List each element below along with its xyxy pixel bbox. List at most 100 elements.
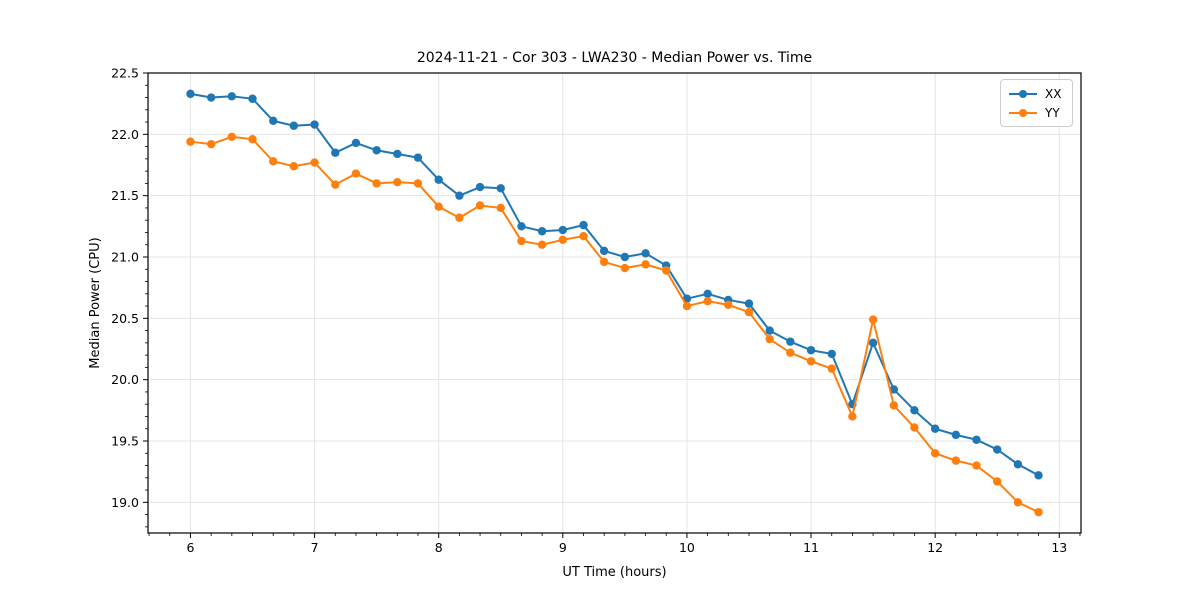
data-point-yy	[993, 477, 1002, 486]
data-point-xx	[599, 246, 609, 256]
data-point-xx	[289, 121, 299, 130]
data-point-xx	[517, 222, 526, 231]
data-point-xx	[765, 326, 774, 335]
data-point-yy	[972, 461, 981, 470]
legend-label-xx: XX	[1045, 86, 1062, 101]
data-point-yy	[868, 315, 878, 324]
data-point-yy	[269, 157, 278, 166]
y-tick-label: 21.5	[111, 188, 139, 203]
data-point-xx	[972, 435, 981, 444]
data-point-yy	[682, 301, 692, 311]
data-point-yy	[848, 412, 857, 421]
data-point-yy	[827, 364, 836, 373]
legend-item-yy: YY	[1008, 104, 1064, 122]
x-tick-label: 11	[803, 540, 819, 555]
data-point-yy	[724, 300, 733, 310]
y-tick-label: 19.0	[111, 495, 139, 510]
data-point-yy	[641, 260, 650, 269]
x-tick-label: 10	[679, 540, 695, 555]
data-point-xx	[331, 148, 340, 157]
data-point-yy	[413, 179, 423, 188]
data-point-xx	[310, 120, 319, 129]
data-point-yy	[806, 357, 816, 366]
axes-frame	[147, 72, 1082, 534]
data-point-xx	[910, 406, 919, 415]
series-line-xx	[189, 92, 1040, 477]
data-point-yy	[393, 177, 402, 187]
x-tick-label: 12	[927, 540, 943, 555]
y-tick-label: 20.0	[111, 372, 139, 387]
data-point-xx	[372, 146, 381, 155]
data-point-yy	[579, 231, 588, 241]
x-tick-label: 7	[311, 540, 319, 555]
data-point-yy	[951, 456, 961, 465]
data-point-xx	[744, 299, 754, 308]
data-point-xx	[558, 225, 568, 235]
data-point-xx	[641, 249, 650, 258]
data-point-xx	[1034, 471, 1043, 480]
data-point-yy	[661, 266, 671, 275]
data-point-yy	[599, 257, 609, 267]
data-point-xx	[868, 338, 878, 348]
y-tick-label: 20.5	[111, 311, 139, 326]
data-point-yy	[537, 240, 547, 249]
legend-line-marker-icon	[1009, 89, 1037, 98]
data-point-yy	[351, 169, 361, 178]
data-point-yy	[620, 263, 630, 273]
data-point-yy	[289, 162, 299, 171]
data-point-xx	[703, 289, 712, 298]
data-point-xx	[827, 349, 836, 359]
data-point-yy	[434, 202, 443, 211]
data-point-xx	[806, 346, 816, 355]
data-point-yy	[744, 308, 754, 317]
data-point-yy	[310, 158, 319, 167]
data-point-xx	[1013, 460, 1023, 469]
data-point-yy	[496, 203, 505, 213]
data-point-xx	[351, 138, 361, 148]
data-point-xx	[206, 93, 216, 102]
y-tick-label: 22.0	[111, 127, 139, 142]
data-point-yy	[889, 401, 899, 410]
legend-label-yy: YY	[1045, 105, 1060, 120]
data-point-yy	[455, 213, 464, 222]
data-point-xx	[993, 445, 1002, 454]
data-point-xx	[537, 227, 547, 236]
x-tick-label: 9	[559, 540, 567, 555]
chart-title: 2024-11-21 - Cor 303 - LWA230 - Median P…	[416, 50, 813, 66]
data-point-yy	[910, 423, 919, 432]
data-point-xx	[186, 89, 195, 99]
data-point-yy	[475, 201, 485, 210]
x-tick-label: 6	[186, 540, 194, 555]
data-point-xx	[434, 175, 443, 184]
data-point-xx	[413, 153, 423, 162]
data-point-yy	[206, 139, 216, 149]
data-point-xx	[475, 182, 485, 192]
data-point-yy	[558, 235, 568, 245]
x-tick-label: 13	[1051, 540, 1067, 555]
legend-item-xx: XX	[1008, 85, 1064, 103]
data-point-xx	[930, 424, 940, 433]
x-tick-label: 8	[435, 540, 443, 555]
data-point-yy	[1013, 498, 1023, 507]
legend: XX YY	[1000, 79, 1073, 127]
data-point-yy	[227, 132, 236, 141]
data-point-xx	[393, 149, 402, 159]
y-axis-label-text: Median Power (CPU)	[88, 237, 103, 369]
data-point-yy	[1034, 507, 1043, 517]
data-point-xx	[620, 252, 630, 262]
data-point-xx	[786, 337, 795, 346]
legend-line-marker-icon	[1009, 108, 1037, 117]
data-point-yy	[930, 449, 940, 458]
data-point-yy	[703, 296, 712, 306]
data-point-xx	[248, 94, 257, 103]
y-tick-label: 21.0	[111, 250, 139, 265]
data-point-xx	[269, 116, 278, 126]
series-line-yy	[189, 135, 1040, 514]
data-point-yy	[248, 135, 257, 144]
data-point-xx	[889, 385, 899, 394]
data-point-xx	[951, 430, 961, 440]
data-point-xx	[579, 220, 588, 230]
data-point-yy	[331, 180, 340, 189]
